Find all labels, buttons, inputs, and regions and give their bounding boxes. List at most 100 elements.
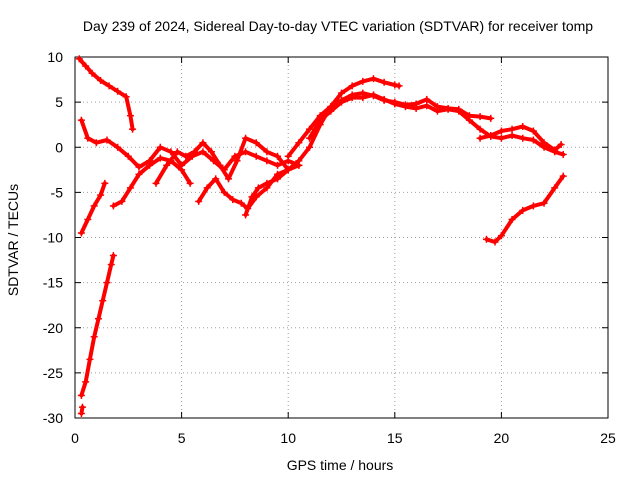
data-point <box>348 82 356 90</box>
chart-title: Day 239 of 2024, Sidereal Day-to-day VTE… <box>83 18 593 34</box>
y-axis-label: SDTVAR / TECUs <box>5 184 21 296</box>
data-point <box>284 152 292 160</box>
data-point <box>90 333 98 341</box>
data-point <box>229 196 237 204</box>
data-point <box>540 139 548 147</box>
data-point <box>242 211 250 219</box>
data-point <box>444 105 452 113</box>
data-point <box>92 139 100 147</box>
data-point <box>306 125 314 133</box>
data-point <box>327 107 335 115</box>
data-point <box>156 143 164 151</box>
data-point <box>369 75 377 83</box>
y-tick-label: -20 <box>43 320 63 336</box>
data-point <box>163 161 171 169</box>
series-arc-13 <box>484 174 566 244</box>
data-point <box>109 252 117 260</box>
data-point <box>338 89 345 97</box>
data-point <box>182 152 190 160</box>
data-point <box>126 184 134 192</box>
data-point <box>295 139 303 147</box>
data-point <box>84 134 92 142</box>
y-tick-label: -25 <box>43 365 63 381</box>
data-point <box>220 188 228 196</box>
data-point <box>252 152 260 160</box>
data-point <box>395 82 403 90</box>
data-point <box>476 134 484 142</box>
data-point <box>88 69 96 77</box>
data-point <box>152 179 160 187</box>
data-point <box>497 134 505 142</box>
x-tick-label: 15 <box>387 430 403 446</box>
data-point <box>178 166 186 174</box>
data-point <box>487 132 495 140</box>
y-tick-label: 0 <box>55 139 63 155</box>
data-point <box>107 261 115 269</box>
data-point <box>391 81 399 89</box>
x-tick-label: 10 <box>280 430 296 446</box>
x-tick-label: 25 <box>600 430 616 446</box>
data-point <box>129 125 137 133</box>
data-point <box>156 154 164 162</box>
data-point <box>212 175 220 183</box>
plot-frame <box>74 56 609 419</box>
data-point <box>263 157 271 165</box>
data-point <box>77 116 85 124</box>
data-point <box>519 122 527 130</box>
data-point <box>135 163 143 171</box>
data-point <box>391 100 399 108</box>
data-point <box>284 166 292 174</box>
data-point <box>126 112 134 120</box>
data-point <box>78 403 86 411</box>
data-point <box>77 229 85 237</box>
data-point <box>274 152 282 160</box>
data-point <box>519 134 527 142</box>
data-point <box>380 78 388 86</box>
data-point <box>199 139 207 147</box>
data-point <box>455 107 463 115</box>
data-point <box>103 136 111 144</box>
data-point <box>433 107 441 115</box>
data-point <box>557 141 565 149</box>
data-point <box>423 95 431 103</box>
data-point <box>508 215 516 223</box>
y-tick-label: -5 <box>51 184 64 200</box>
data-point <box>551 184 559 192</box>
data-point <box>167 148 175 156</box>
data-point <box>465 116 473 124</box>
data-point <box>551 146 559 154</box>
data-point <box>338 98 345 106</box>
series-arc-2 <box>79 118 301 172</box>
data-point <box>519 206 527 214</box>
data-point <box>90 202 98 210</box>
data-point <box>497 232 505 240</box>
series-arc-9 <box>243 76 402 217</box>
data-point <box>186 179 194 187</box>
data-point <box>233 157 241 165</box>
series-layer <box>75 55 567 417</box>
data-point <box>476 125 484 133</box>
data-point <box>369 91 377 99</box>
data-point <box>242 134 250 142</box>
data-point <box>491 238 499 246</box>
y-tick-label: 10 <box>47 49 63 65</box>
data-point <box>225 175 233 183</box>
data-point <box>103 279 111 287</box>
data-point <box>97 76 105 84</box>
x-tick-label: 20 <box>494 430 510 446</box>
y-ticks: 10 5 0 -5 -10 -15 -20 -25 -30 <box>43 49 608 426</box>
data-point <box>84 215 92 223</box>
y-tick-label: -15 <box>43 275 63 291</box>
x-axis-label: GPS time / hours <box>287 457 394 473</box>
data-point <box>216 161 224 169</box>
y-tick-label: -10 <box>43 230 63 246</box>
data-point <box>508 125 516 133</box>
data-point <box>86 355 94 363</box>
data-point <box>109 202 117 210</box>
data-point <box>529 202 537 210</box>
x-tick-label: 0 <box>71 430 79 446</box>
data-point <box>359 94 367 102</box>
data-point <box>274 175 282 183</box>
data-point <box>423 102 431 110</box>
x-tick-label: 5 <box>178 430 186 446</box>
